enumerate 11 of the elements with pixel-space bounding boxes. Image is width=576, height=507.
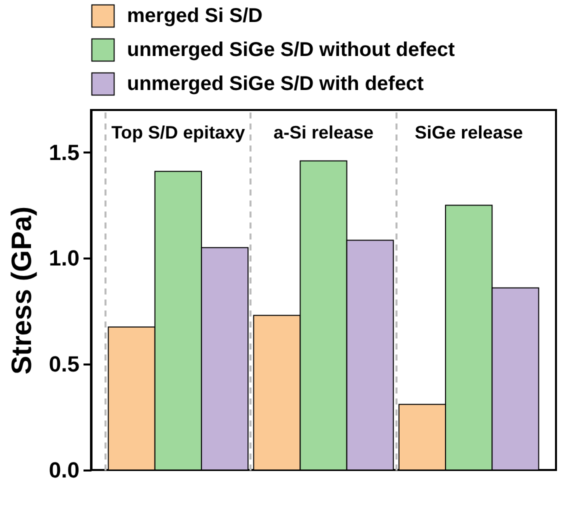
y-tick-label: 1.5 — [48, 140, 80, 165]
y-tick-label: 0.5 — [48, 352, 80, 377]
legend-label: unmerged SiGe S/D with defect — [127, 73, 424, 95]
legend-label: unmerged SiGe S/D without defect — [127, 39, 456, 61]
y-axis-title: Stress (GPa) — [6, 206, 37, 375]
x-tick-label: Top S/D epitaxy — [111, 122, 246, 142]
y-tick-label: 0.0 — [48, 458, 80, 482]
y-tick-label: 1.0 — [48, 246, 80, 271]
legend-label: merged Si S/D — [127, 5, 263, 27]
x-tick-label: a-Si release — [273, 122, 374, 142]
x-tick-label: SiGe release — [414, 122, 523, 142]
